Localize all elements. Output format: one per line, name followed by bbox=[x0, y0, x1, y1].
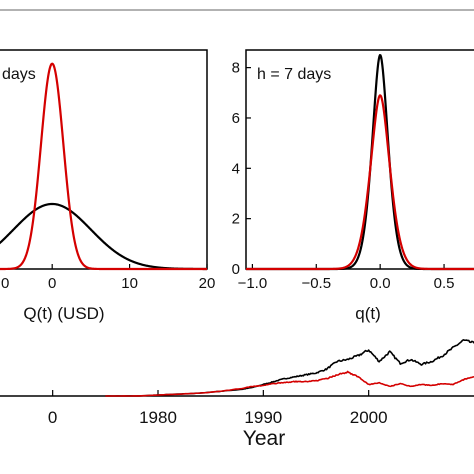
bottom-panel: 0 1980 1990 2000 Year bbox=[0, 339, 474, 450]
left-panel: 0 0 10 20 days Q(t) (USD) bbox=[0, 49, 216, 323]
right-ytick-label: 8 bbox=[232, 60, 240, 77]
left-xtick-label: 0 bbox=[1, 275, 9, 292]
left-series bbox=[0, 62, 208, 271]
right-xtick-label: 0.0 bbox=[370, 275, 391, 292]
right-series-line-1 bbox=[245, 94, 474, 271]
right-ytick-label: 0 bbox=[232, 261, 240, 278]
bottom-series bbox=[105, 339, 474, 397]
right-xtick-label: −0.5 bbox=[301, 275, 331, 292]
left-annotation: days bbox=[2, 66, 36, 83]
left-x-axis-label: Q(t) (USD) bbox=[23, 304, 104, 323]
left-series-line-1 bbox=[0, 62, 208, 271]
right-ytick-label: 2 bbox=[232, 211, 240, 228]
left-xtick-label: 10 bbox=[121, 275, 138, 292]
right-annotation: h = 7 days bbox=[257, 66, 331, 83]
right-ticks: −1.0 −0.5 0.0 0.5 0 2 4 6 8 bbox=[232, 60, 455, 292]
right-ytick-label: 4 bbox=[232, 160, 240, 177]
right-xtick-label: 0.5 bbox=[434, 275, 455, 292]
left-xtick-label: 0 bbox=[48, 275, 56, 292]
bottom-xtick-label: 2000 bbox=[350, 408, 388, 427]
bottom-x-axis-label: Year bbox=[243, 427, 285, 450]
right-series bbox=[245, 54, 474, 271]
left-x-ticks: 0 0 10 20 bbox=[1, 264, 216, 292]
right-xtick-label: −1.0 bbox=[238, 275, 268, 292]
bottom-x-ticks: 0 1980 1990 2000 bbox=[48, 390, 388, 427]
right-panel: −1.0 −0.5 0.0 0.5 0 2 4 6 8 h = 7 days q(t) bbox=[232, 49, 474, 323]
right-ytick-label: 6 bbox=[232, 110, 240, 127]
bottom-xtick-label: 1980 bbox=[139, 408, 177, 427]
right-plot-frame bbox=[245, 49, 474, 270]
bottom-series-line-1 bbox=[105, 370, 474, 397]
bottom-xtick-label: 0 bbox=[48, 408, 57, 427]
bottom-series-line-0 bbox=[105, 339, 474, 397]
right-x-axis-label: q(t) bbox=[355, 304, 381, 323]
bottom-xtick-label: 1990 bbox=[244, 408, 282, 427]
left-xtick-label: 20 bbox=[199, 275, 216, 292]
